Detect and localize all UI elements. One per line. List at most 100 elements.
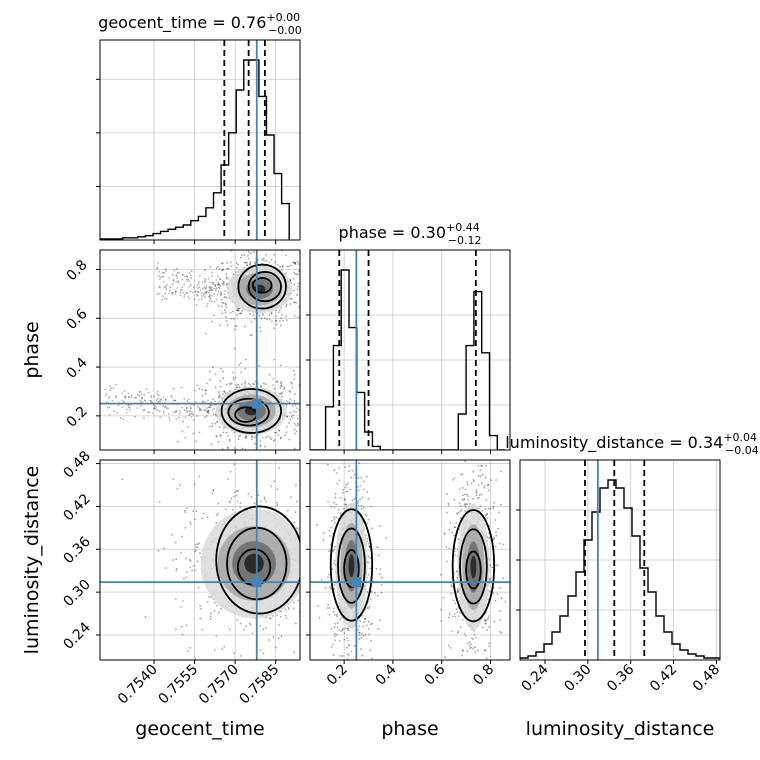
scatter-point — [197, 290, 200, 293]
scatter-point — [322, 539, 325, 542]
scatter-point — [165, 407, 168, 410]
scatter-point — [337, 508, 340, 511]
scatter-point — [303, 573, 305, 575]
scatter-point — [446, 689, 448, 691]
scatter-point — [205, 278, 207, 281]
scatter-point — [334, 496, 337, 499]
scatter-point — [475, 494, 478, 497]
scatter-point — [303, 411, 305, 413]
histogram-step-phase — [310, 269, 506, 450]
scatter-point — [149, 395, 152, 398]
scatter-point — [248, 250, 250, 253]
scatter-point — [374, 592, 376, 594]
scatter-point — [315, 605, 317, 607]
scatter-point — [328, 529, 331, 532]
scatter-point — [272, 615, 275, 617]
scatter-point — [239, 434, 242, 437]
scatter-point — [218, 391, 220, 393]
scatter-point — [333, 584, 336, 586]
scatter-point — [199, 617, 202, 620]
y-tick-label: 0.30 — [60, 577, 93, 610]
scatter-point — [306, 428, 308, 430]
scatter-point — [129, 409, 131, 412]
scatter-point — [353, 497, 356, 500]
scatter-point — [320, 630, 322, 632]
scatter-point — [285, 617, 288, 620]
scatter-point — [130, 394, 133, 397]
scatter-point — [197, 298, 200, 301]
scatter-point — [209, 289, 212, 292]
scatter-point — [493, 620, 496, 623]
scatter-point — [273, 246, 275, 248]
scatter-point — [194, 440, 197, 443]
scatter-point — [193, 298, 196, 300]
scatter-point — [179, 605, 182, 608]
scatter-point — [190, 412, 193, 415]
scatter-point — [276, 264, 279, 266]
scatter-point — [297, 424, 299, 427]
scatter-point — [191, 569, 194, 572]
scatter-point — [206, 601, 209, 603]
scatter-point — [188, 280, 191, 283]
scatter-point — [459, 516, 462, 519]
scatter-point — [274, 646, 277, 649]
panel-frame — [309, 459, 511, 661]
scatter-point — [494, 599, 497, 602]
scatter-point — [346, 490, 349, 493]
scatter-point — [227, 267, 230, 270]
scatter-point — [464, 460, 467, 463]
scatter-point — [249, 623, 252, 626]
scatter-point — [479, 469, 482, 472]
scatter-point — [251, 436, 253, 438]
scatter-point — [196, 295, 199, 297]
scatter-point — [296, 288, 299, 291]
scatter-point — [208, 296, 211, 298]
scatter-point — [363, 488, 366, 491]
scatter-point — [162, 396, 165, 399]
scatter-point — [259, 444, 262, 447]
scatter-point — [182, 599, 184, 602]
scatter-point — [260, 385, 263, 388]
scatter-point — [198, 286, 201, 289]
scatter-point — [379, 525, 382, 528]
scatter-point — [328, 607, 331, 609]
scatter-point — [495, 534, 498, 537]
marginal-geocent-time-panel: geocent_time = 0.76+0.00 −0.00 — [96, 11, 302, 244]
scatter-point — [155, 409, 158, 411]
scatter-point — [301, 548, 303, 550]
scatter-point — [285, 254, 287, 257]
scatter-point — [340, 630, 343, 633]
scatter-point — [296, 407, 298, 410]
scatter-point — [175, 280, 178, 283]
scatter-point — [201, 628, 204, 631]
scatter-point — [218, 287, 221, 289]
scatter-point — [219, 435, 222, 437]
scatter-point — [217, 462, 219, 464]
scatter-point — [247, 254, 249, 257]
scatter-point — [234, 447, 236, 449]
scatter-point — [359, 620, 362, 622]
scatter-point — [194, 549, 197, 552]
scatter-point — [495, 564, 497, 566]
scatter-point — [226, 446, 229, 449]
scatter-point — [464, 503, 467, 506]
scatter-point — [188, 410, 191, 413]
scatter-point — [190, 415, 193, 418]
scatter-point — [219, 278, 222, 281]
scatter-point — [234, 347, 236, 350]
scatter-point — [272, 384, 275, 387]
scatter-point — [448, 528, 451, 531]
scatter-point — [378, 573, 381, 575]
scatter-point — [493, 501, 496, 504]
scatter-point — [175, 598, 177, 600]
scatter-point — [285, 425, 288, 428]
scatter-point — [322, 532, 325, 534]
scatter-point — [339, 654, 342, 657]
scatter-point — [259, 649, 262, 652]
scatter-point — [222, 282, 225, 285]
scatter-point — [287, 606, 290, 609]
scatter-point — [175, 410, 178, 413]
scatter-point — [289, 297, 292, 300]
scatter-point — [184, 436, 187, 439]
